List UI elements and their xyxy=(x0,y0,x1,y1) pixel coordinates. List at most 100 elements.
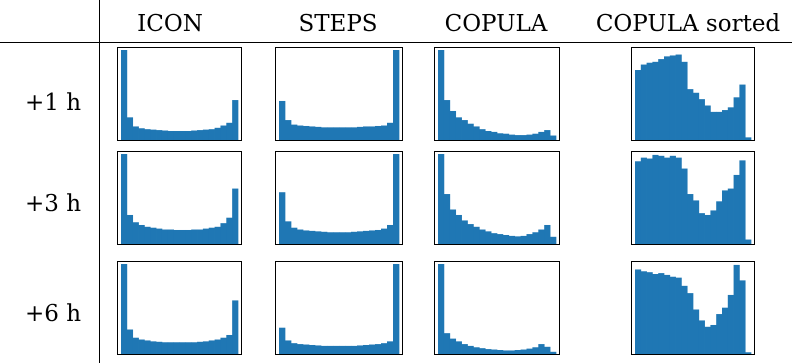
histogram-bar xyxy=(197,130,204,141)
panel-frame xyxy=(434,261,560,355)
histogram-bar xyxy=(327,232,334,245)
histogram-bar xyxy=(532,133,539,141)
histogram-bar xyxy=(191,130,198,141)
histogram-bar xyxy=(438,50,445,141)
histogram-bar xyxy=(375,344,382,355)
histogram-bar xyxy=(345,232,352,245)
histogram-bar xyxy=(745,239,752,245)
column-header-copula: COPULA xyxy=(444,11,548,37)
histogram-bar xyxy=(635,161,642,245)
histogram-bar xyxy=(387,341,394,355)
histogram-bar xyxy=(646,62,653,141)
histogram-bar xyxy=(479,348,486,355)
panel-frame xyxy=(434,47,560,141)
histogram-bar xyxy=(716,201,723,245)
histogram-bar xyxy=(285,340,292,355)
histogram-bar xyxy=(345,345,352,355)
histogram-bar xyxy=(664,157,671,245)
histogram-copula-sorted-6h xyxy=(631,261,755,355)
panel-frame xyxy=(117,261,242,355)
histogram-bar xyxy=(126,214,134,245)
histogram-bar xyxy=(698,99,705,141)
histogram-bar xyxy=(144,226,151,245)
table-header-rule xyxy=(0,42,792,43)
histogram-bar xyxy=(745,137,752,141)
histogram-bar xyxy=(214,226,221,245)
histogram-bar xyxy=(214,339,221,355)
histogram-bar xyxy=(321,345,328,355)
histogram-bar xyxy=(167,342,174,355)
histogram-bar xyxy=(532,347,539,356)
histogram-bar xyxy=(381,343,388,355)
histogram-bar xyxy=(710,324,717,355)
histogram-bar xyxy=(658,273,665,355)
histogram-bar xyxy=(303,344,310,355)
histogram-bar xyxy=(698,320,705,355)
histogram-bar xyxy=(502,133,510,141)
histogram-bar xyxy=(291,227,298,245)
histogram-bar xyxy=(544,130,551,141)
histogram-bar xyxy=(315,126,322,141)
histogram-bar xyxy=(208,129,215,141)
histogram-bar xyxy=(156,130,163,141)
histogram-bar xyxy=(455,117,462,141)
histogram-bar xyxy=(375,229,382,245)
column-header-steps: STEPS xyxy=(298,11,378,37)
histogram-bar xyxy=(309,230,316,245)
histogram-bar xyxy=(297,344,304,355)
histogram-bar xyxy=(538,131,545,141)
histogram-bar xyxy=(635,70,642,141)
histogram-bar xyxy=(191,342,198,355)
histogram-bar xyxy=(485,231,492,245)
histogram-bar xyxy=(291,343,298,355)
histogram-bar xyxy=(339,345,346,355)
histogram-bar xyxy=(369,230,376,245)
histogram-bar xyxy=(449,209,457,245)
histogram-bar xyxy=(669,276,676,355)
histogram-bar xyxy=(226,122,233,141)
histogram-bar xyxy=(220,223,227,245)
histogram-bar xyxy=(727,107,734,141)
histogram-bar xyxy=(479,229,486,245)
histogram-bar xyxy=(393,264,400,355)
histogram-bar xyxy=(197,229,204,245)
histogram-bar xyxy=(121,264,128,355)
histogram-bar xyxy=(669,155,676,245)
histogram-bar xyxy=(381,228,388,245)
histogram-bar xyxy=(455,341,462,355)
panel-frame xyxy=(117,151,242,245)
histogram-bar xyxy=(704,326,711,355)
histogram-bar xyxy=(652,274,659,355)
histogram-bar xyxy=(232,188,239,245)
histogram-bar xyxy=(387,224,394,245)
histogram-bar xyxy=(652,154,659,245)
histogram-bar xyxy=(491,233,498,245)
panel-frame xyxy=(631,47,755,141)
histogram-bar xyxy=(220,337,227,355)
column-header-icon: ICON xyxy=(137,11,203,37)
histogram-bar xyxy=(733,174,740,245)
histogram-bar xyxy=(357,126,364,141)
histogram-bar xyxy=(132,126,139,141)
histogram-bar xyxy=(508,134,516,141)
histogram-icon-3h xyxy=(117,151,242,245)
histogram-bar xyxy=(197,341,204,355)
histogram-bar xyxy=(333,232,340,245)
histogram-bar xyxy=(669,55,676,141)
histogram-bar xyxy=(514,236,521,245)
histogram-bar xyxy=(167,130,174,141)
histogram-bar xyxy=(357,231,364,245)
column-header-copula-sorted: COPULA sorted xyxy=(595,11,781,37)
histogram-bar xyxy=(339,232,346,245)
histogram-bar xyxy=(150,227,157,245)
histogram-bar xyxy=(675,157,682,245)
histogram-bar xyxy=(640,271,647,355)
histogram-copula-6h xyxy=(434,261,560,356)
histogram-bar xyxy=(303,125,310,141)
histogram-bar xyxy=(635,269,642,355)
histogram-bar xyxy=(144,340,151,355)
histogram-bar xyxy=(508,235,516,245)
histogram-bar xyxy=(357,345,364,355)
histogram-bar xyxy=(704,105,711,141)
histogram-bar xyxy=(333,345,340,355)
